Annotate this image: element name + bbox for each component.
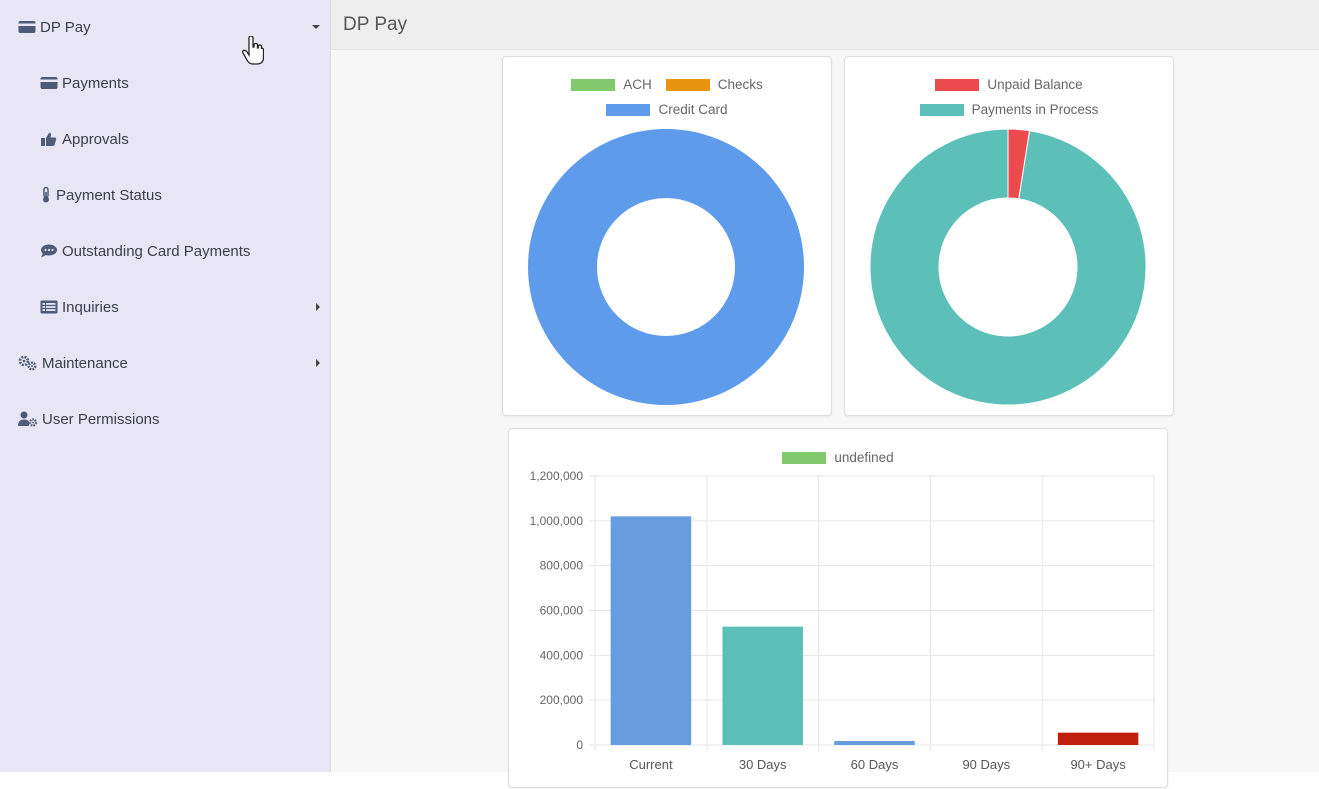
aging-bar-chart-card: undefined 0 200,000 400,000 600,000 800,000 1… <box>508 428 1168 788</box>
sidebar-item-inquiries[interactable]: Inquiries <box>0 287 331 327</box>
sidebar-item-label: Inquiries <box>62 298 119 316</box>
chart-legend: Credit Card <box>503 102 831 117</box>
legend-label: Payments in Process <box>971 102 1099 117</box>
aging-bar-chart: 0 200,000 400,000 600,000 800,000 1,000,000 1,… <box>530 469 1155 772</box>
x-tick-label: Current <box>629 757 673 772</box>
legend-swatch <box>606 103 651 116</box>
chart-legend: Payments in Process <box>845 102 1173 117</box>
legend-item-unpaid-balance[interactable]: Unpaid Balance <box>935 77 1083 92</box>
y-tick-label: 0 <box>576 738 583 752</box>
y-tick-label: 800,000 <box>540 559 584 573</box>
y-tick-label: 1,000,000 <box>530 514 584 528</box>
user-cog-icon <box>18 411 38 427</box>
legend-item-checks[interactable]: Checks <box>665 77 763 92</box>
page-header: DP Pay <box>331 0 1319 50</box>
page-title: DP Pay <box>343 13 408 35</box>
legend-item-credit-card[interactable]: Credit Card <box>606 102 728 117</box>
legend-label: undefined <box>834 450 894 465</box>
bar-30-days[interactable] <box>722 626 803 745</box>
legend-label: ACH <box>623 77 652 92</box>
y-tick-label: 400,000 <box>540 648 584 662</box>
y-tick-label: 200,000 <box>540 693 584 707</box>
chart-legend: ACH Checks <box>503 77 831 92</box>
y-tick-label: 600,000 <box>540 604 584 618</box>
payment-method-doughnut <box>528 129 804 405</box>
sidebar-item-label: Payment Status <box>56 186 162 204</box>
sidebar: DP Pay Payments Approvals Payment Status… <box>0 0 331 772</box>
y-tick-label: 1,200,000 <box>530 469 584 483</box>
sidebar-item-payments[interactable]: Payments <box>0 63 331 103</box>
x-tick-label: 90+ Days <box>1070 757 1126 772</box>
sidebar-item-approvals[interactable]: Approvals <box>0 119 331 159</box>
bar-current[interactable] <box>610 516 692 745</box>
legend-swatch <box>571 78 616 91</box>
legend-label: Checks <box>717 77 763 92</box>
cogs-icon <box>18 355 38 371</box>
x-tick-label: 60 Days <box>851 757 899 772</box>
legend-label: Credit Card <box>658 102 728 117</box>
legend-swatch <box>935 78 980 91</box>
thumbs-up-icon <box>40 131 58 147</box>
balance-doughnut <box>869 128 1147 406</box>
sidebar-item-label: User Permissions <box>42 410 160 428</box>
sidebar-item-dp-pay[interactable]: DP Pay <box>0 7 331 47</box>
sidebar-item-payment-status[interactable]: Payment Status <box>0 175 331 215</box>
comment-icon <box>40 243 58 259</box>
legend-label: Unpaid Balance <box>987 77 1083 92</box>
legend-swatch <box>919 103 964 116</box>
balance-chart-card: Unpaid Balance Payments in Process <box>844 56 1174 416</box>
chart-legend: Unpaid Balance <box>845 77 1173 92</box>
sidebar-item-outstanding-card-payments[interactable]: Outstanding Card Payments <box>0 231 331 271</box>
credit-card-icon <box>40 75 58 91</box>
bar-90-days[interactable] <box>1057 732 1139 745</box>
doughnut-slice-payments-in-process[interactable] <box>869 128 1147 406</box>
chart-legend: undefined <box>509 450 1167 465</box>
caret-down-icon[interactable] <box>311 7 321 47</box>
legend-swatch <box>782 451 827 464</box>
hand-cursor-icon <box>241 35 265 71</box>
legend-swatch <box>665 78 710 91</box>
legend-item-payments-in-process[interactable]: Payments in Process <box>919 102 1099 117</box>
credit-card-icon <box>18 19 36 35</box>
sidebar-item-label: Payments <box>62 74 129 92</box>
sidebar-item-label: DP Pay <box>40 18 91 36</box>
sidebar-item-maintenance[interactable]: Maintenance <box>0 343 331 383</box>
sidebar-item-label: Approvals <box>62 130 129 148</box>
sidebar-item-label: Outstanding Card Payments <box>62 242 251 260</box>
sidebar-item-user-permissions[interactable]: User Permissions <box>0 399 331 439</box>
list-icon <box>40 299 58 315</box>
caret-right-icon[interactable] <box>315 287 321 327</box>
legend-item-ach[interactable]: ACH <box>571 77 652 92</box>
caret-right-icon[interactable] <box>315 343 321 383</box>
bar-60-days[interactable] <box>834 740 915 745</box>
thermometer-icon <box>40 187 52 203</box>
legend-item-undefined[interactable]: undefined <box>782 450 894 465</box>
x-tick-label: 90 Days <box>962 757 1010 772</box>
x-tick-label: 30 Days <box>739 757 787 772</box>
payment-method-chart-card: ACH Checks Credit Card <box>502 56 832 416</box>
doughnut-slice-credit-card[interactable] <box>528 129 804 405</box>
sidebar-item-label: Maintenance <box>42 354 128 372</box>
